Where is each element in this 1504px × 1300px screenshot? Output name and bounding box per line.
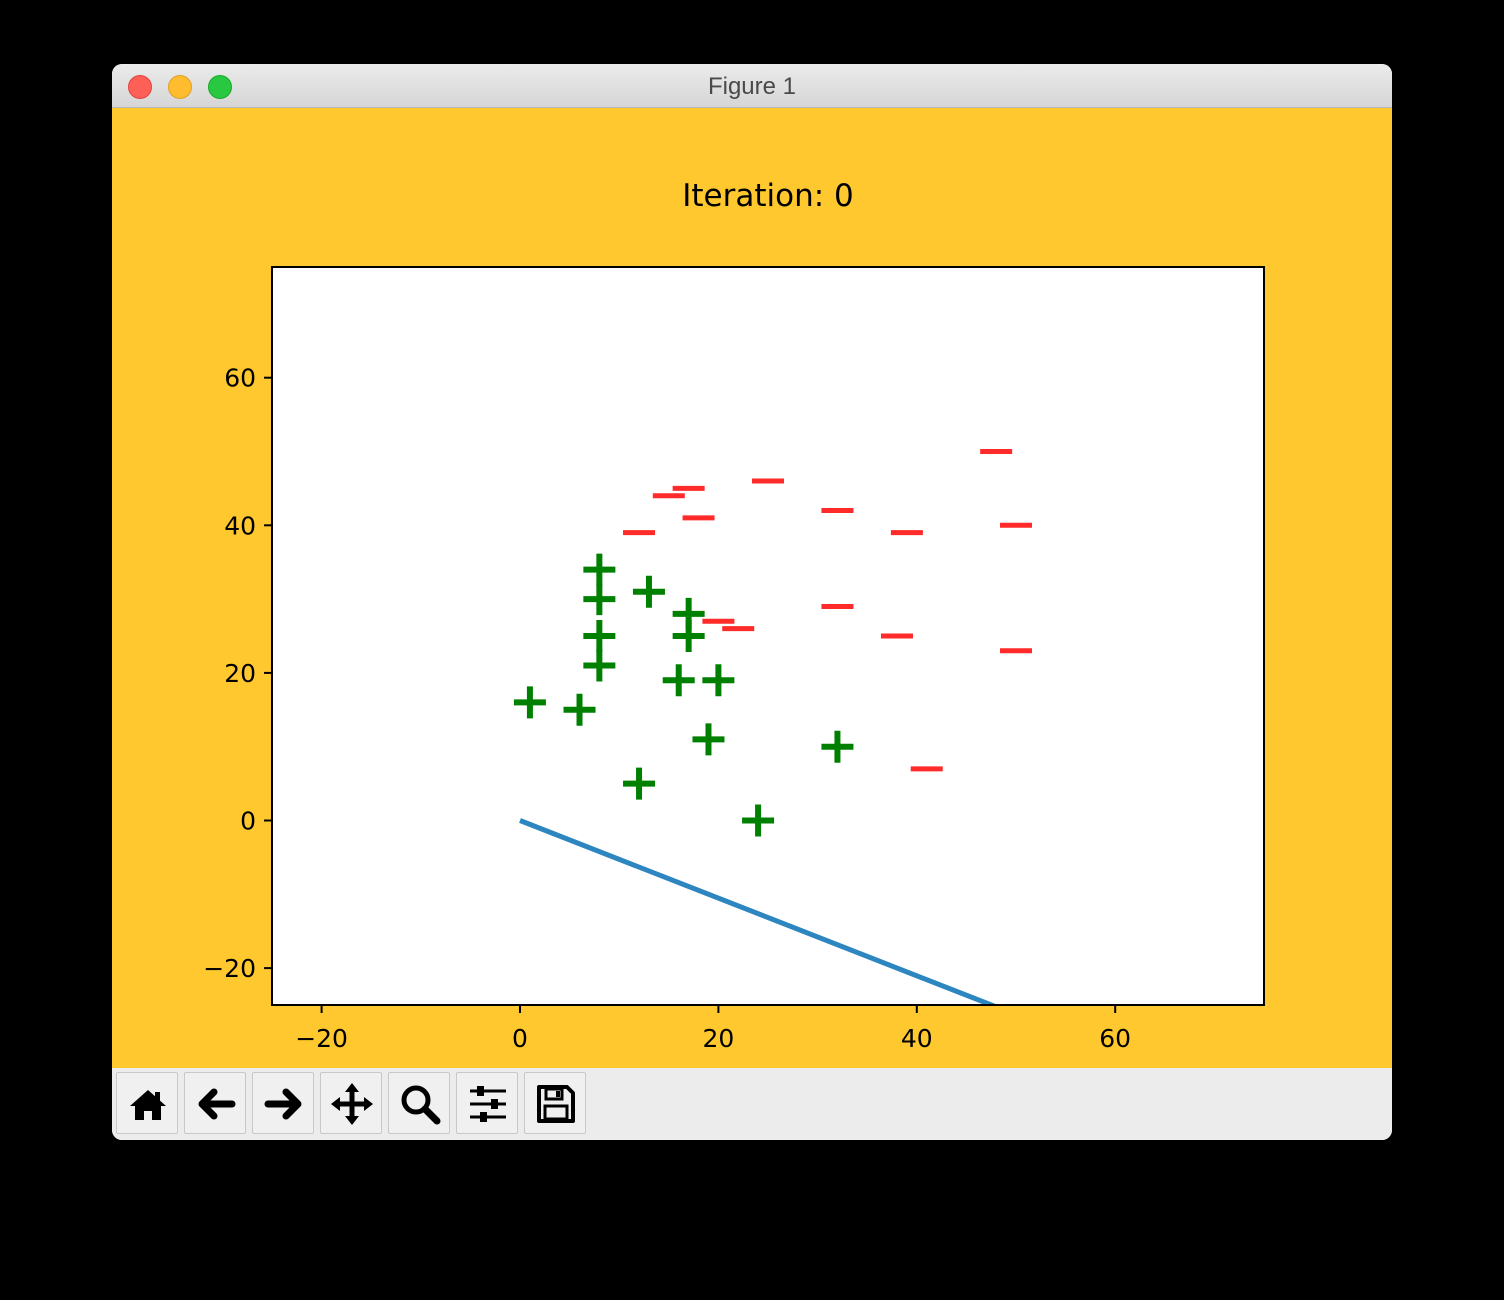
back-button[interactable] — [184, 1072, 246, 1134]
zoom-button[interactable] — [388, 1072, 450, 1134]
y-tick-label: 40 — [224, 511, 256, 540]
positive-point — [742, 804, 775, 837]
positive-point — [583, 583, 616, 616]
chart: Iteration: 0 −20 0 20 40 60 −20 0 20 40 60 — [112, 108, 1392, 1068]
y-tick-label: −20 — [203, 954, 256, 983]
title-bar[interactable]: Figure 1 — [112, 64, 1392, 108]
x-tick-label: 60 — [1099, 1024, 1131, 1053]
positive-point — [662, 664, 695, 697]
positive-point — [583, 649, 616, 682]
positive-point — [702, 664, 735, 697]
positive-point — [821, 730, 854, 763]
home-icon — [130, 1090, 166, 1120]
y-tick-label: 0 — [240, 807, 256, 836]
y-axis: −20 0 20 40 60 — [203, 364, 272, 983]
save-button[interactable] — [524, 1072, 586, 1134]
plot-area — [272, 267, 1264, 1005]
positive-point — [632, 575, 665, 608]
move-icon — [331, 1083, 373, 1125]
home-button[interactable] — [116, 1072, 178, 1134]
forward-button[interactable] — [252, 1072, 314, 1134]
magnifier-icon — [401, 1085, 441, 1125]
sliders-icon — [470, 1086, 506, 1122]
figure-canvas[interactable]: Iteration: 0 −20 0 20 40 60 −20 0 20 40 60 — [112, 108, 1392, 1068]
positive-point — [513, 686, 546, 719]
figure-window: Figure 1 Iteration: 0 −20 0 20 40 60 −20 0 20 4… — [112, 64, 1392, 1140]
y-tick-label: 20 — [224, 659, 256, 688]
close-window-button[interactable] — [128, 75, 152, 99]
positive-point — [563, 693, 596, 726]
arrow-left-icon — [198, 1088, 236, 1120]
x-tick-label: 0 — [512, 1024, 528, 1053]
x-axis: −20 0 20 40 60 — [295, 1005, 1131, 1053]
chart-marks — [513, 449, 1032, 1005]
navigation-toolbar — [112, 1068, 1392, 1140]
positive-point — [623, 767, 656, 800]
x-tick-label: 20 — [702, 1024, 734, 1053]
arrow-right-icon — [264, 1088, 302, 1120]
positive-point — [672, 620, 705, 652]
positive-point — [583, 620, 616, 652]
x-tick-label: 40 — [901, 1024, 933, 1053]
decision-boundary-line — [519, 818, 999, 1005]
minimize-window-button[interactable] — [168, 75, 192, 99]
chart-title: Iteration: 0 — [682, 178, 854, 214]
pan-button[interactable] — [320, 1072, 382, 1134]
window-title: Figure 1 — [707, 73, 797, 100]
positive-point — [692, 723, 725, 756]
plot-frame — [271, 266, 1265, 1006]
y-tick-label: 60 — [224, 364, 256, 393]
x-tick-label: −20 — [295, 1024, 348, 1053]
floppy-disk-icon — [537, 1085, 575, 1123]
configure-subplots-button[interactable] — [456, 1072, 518, 1134]
zoom-window-button[interactable] — [208, 75, 232, 99]
positive-point — [583, 553, 616, 586]
